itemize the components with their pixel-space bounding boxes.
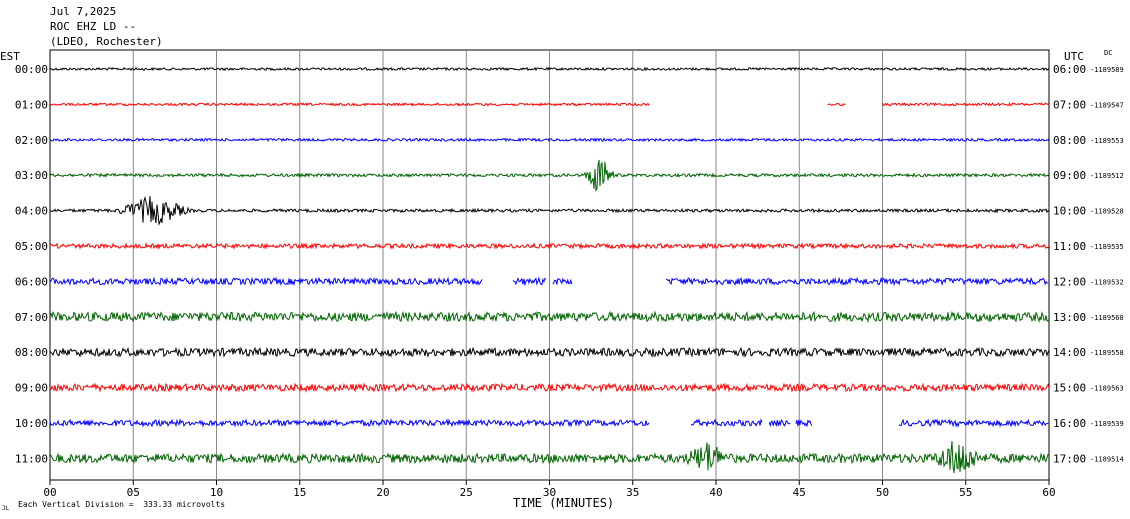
trace-0600 xyxy=(665,276,1049,287)
utc-time-label: 06:00 xyxy=(1053,63,1086,76)
est-time-label: 11:00 xyxy=(15,452,48,465)
trace-1000 xyxy=(768,419,791,428)
utc-time-label: 14:00 xyxy=(1053,346,1086,359)
x-tick-label: 30 xyxy=(543,486,556,499)
est-time-label: 04:00 xyxy=(15,205,48,218)
x-tick-label: 20 xyxy=(376,486,389,499)
est-time-label: 06:00 xyxy=(15,275,48,288)
x-tick-label: 10 xyxy=(210,486,223,499)
trace-0300 xyxy=(49,159,1050,192)
est-time-label: 05:00 xyxy=(15,240,48,253)
dc-offset-label: -1189547 xyxy=(1090,101,1124,109)
x-tick-label: 35 xyxy=(626,486,639,499)
x-tick-label: 50 xyxy=(876,486,889,499)
trace-1000 xyxy=(690,418,763,428)
dc-offset-label: -1189528 xyxy=(1090,208,1124,216)
utc-time-label: 13:00 xyxy=(1053,311,1086,324)
utc-time-label: 16:00 xyxy=(1053,417,1086,430)
utc-time-label: 08:00 xyxy=(1053,134,1086,147)
date-label: Jul 7,2025 xyxy=(50,5,117,18)
x-tick-label: 00 xyxy=(43,486,56,499)
dc-offset-label: -1189568 xyxy=(1090,314,1124,322)
trace-0100 xyxy=(882,102,1049,107)
utc-time-label: 07:00 xyxy=(1053,98,1086,111)
utc-axis-title: UTC xyxy=(1064,50,1084,63)
station-label: ROC EHZ LD -- xyxy=(50,20,137,33)
trace-0700 xyxy=(49,310,1050,324)
trace-0600 xyxy=(512,276,547,287)
x-tick-label: 05 xyxy=(127,486,140,499)
est-axis-title: EST xyxy=(0,50,20,63)
x-tick-label: 45 xyxy=(793,486,806,499)
est-time-label: 02:00 xyxy=(15,134,48,147)
est-time-label: 07:00 xyxy=(15,311,48,324)
dc-offset-label: -1189512 xyxy=(1090,172,1124,180)
network-label: (LDEO, Rochester) xyxy=(50,35,163,48)
dc-offset-label: -1189535 xyxy=(1090,243,1124,251)
x-axis-title: TIME (MINUTES) xyxy=(513,496,615,510)
dc-offset-label: -1189589 xyxy=(1090,66,1124,74)
trace-0600 xyxy=(49,276,483,287)
footer-mark: JL xyxy=(2,505,10,512)
dc-offset-label: -1189539 xyxy=(1090,420,1124,428)
utc-time-label: 17:00 xyxy=(1053,452,1086,465)
trace-0100 xyxy=(49,102,650,107)
trace-0200 xyxy=(49,137,1050,143)
utc-time-label: 12:00 xyxy=(1053,275,1086,288)
x-tick-label: 55 xyxy=(959,486,972,499)
trace-0600 xyxy=(552,277,573,285)
trace-0100 xyxy=(827,102,846,107)
x-tick-label: 25 xyxy=(460,486,473,499)
dc-label: DC xyxy=(1104,49,1113,57)
trace-0900 xyxy=(49,382,1050,394)
trace-0800 xyxy=(49,346,1050,358)
x-tick-label: 60 xyxy=(1042,486,1055,499)
dc-offset-label: -1189563 xyxy=(1090,385,1124,393)
est-time-label: 10:00 xyxy=(15,417,48,430)
trace-1000 xyxy=(898,418,1049,428)
dc-offset-label: -1189553 xyxy=(1090,137,1124,145)
x-tick-label: 15 xyxy=(293,486,306,499)
est-time-label: 01:00 xyxy=(15,98,48,111)
trace-1000 xyxy=(49,418,650,428)
est-time-label: 00:00 xyxy=(15,63,48,76)
trace-1100 xyxy=(49,441,1050,474)
dc-offset-label: -1189558 xyxy=(1090,349,1124,357)
trace-1000 xyxy=(795,419,813,428)
est-time-label: 08:00 xyxy=(15,346,48,359)
utc-time-label: 15:00 xyxy=(1053,382,1086,395)
scale-note: Each Vertical Division = 333.33 microvol… xyxy=(18,500,226,509)
trace-0400 xyxy=(49,196,1050,226)
utc-time-label: 09:00 xyxy=(1053,169,1086,182)
utc-time-label: 11:00 xyxy=(1053,240,1086,253)
x-tick-label: 40 xyxy=(709,486,722,499)
dc-offset-label: -1189514 xyxy=(1090,455,1124,463)
trace-0000 xyxy=(49,66,1050,72)
dc-offset-label: -1189532 xyxy=(1090,278,1124,286)
est-time-label: 09:00 xyxy=(15,382,48,395)
utc-time-label: 10:00 xyxy=(1053,205,1086,218)
trace-0500 xyxy=(49,241,1050,251)
est-time-label: 03:00 xyxy=(15,169,48,182)
